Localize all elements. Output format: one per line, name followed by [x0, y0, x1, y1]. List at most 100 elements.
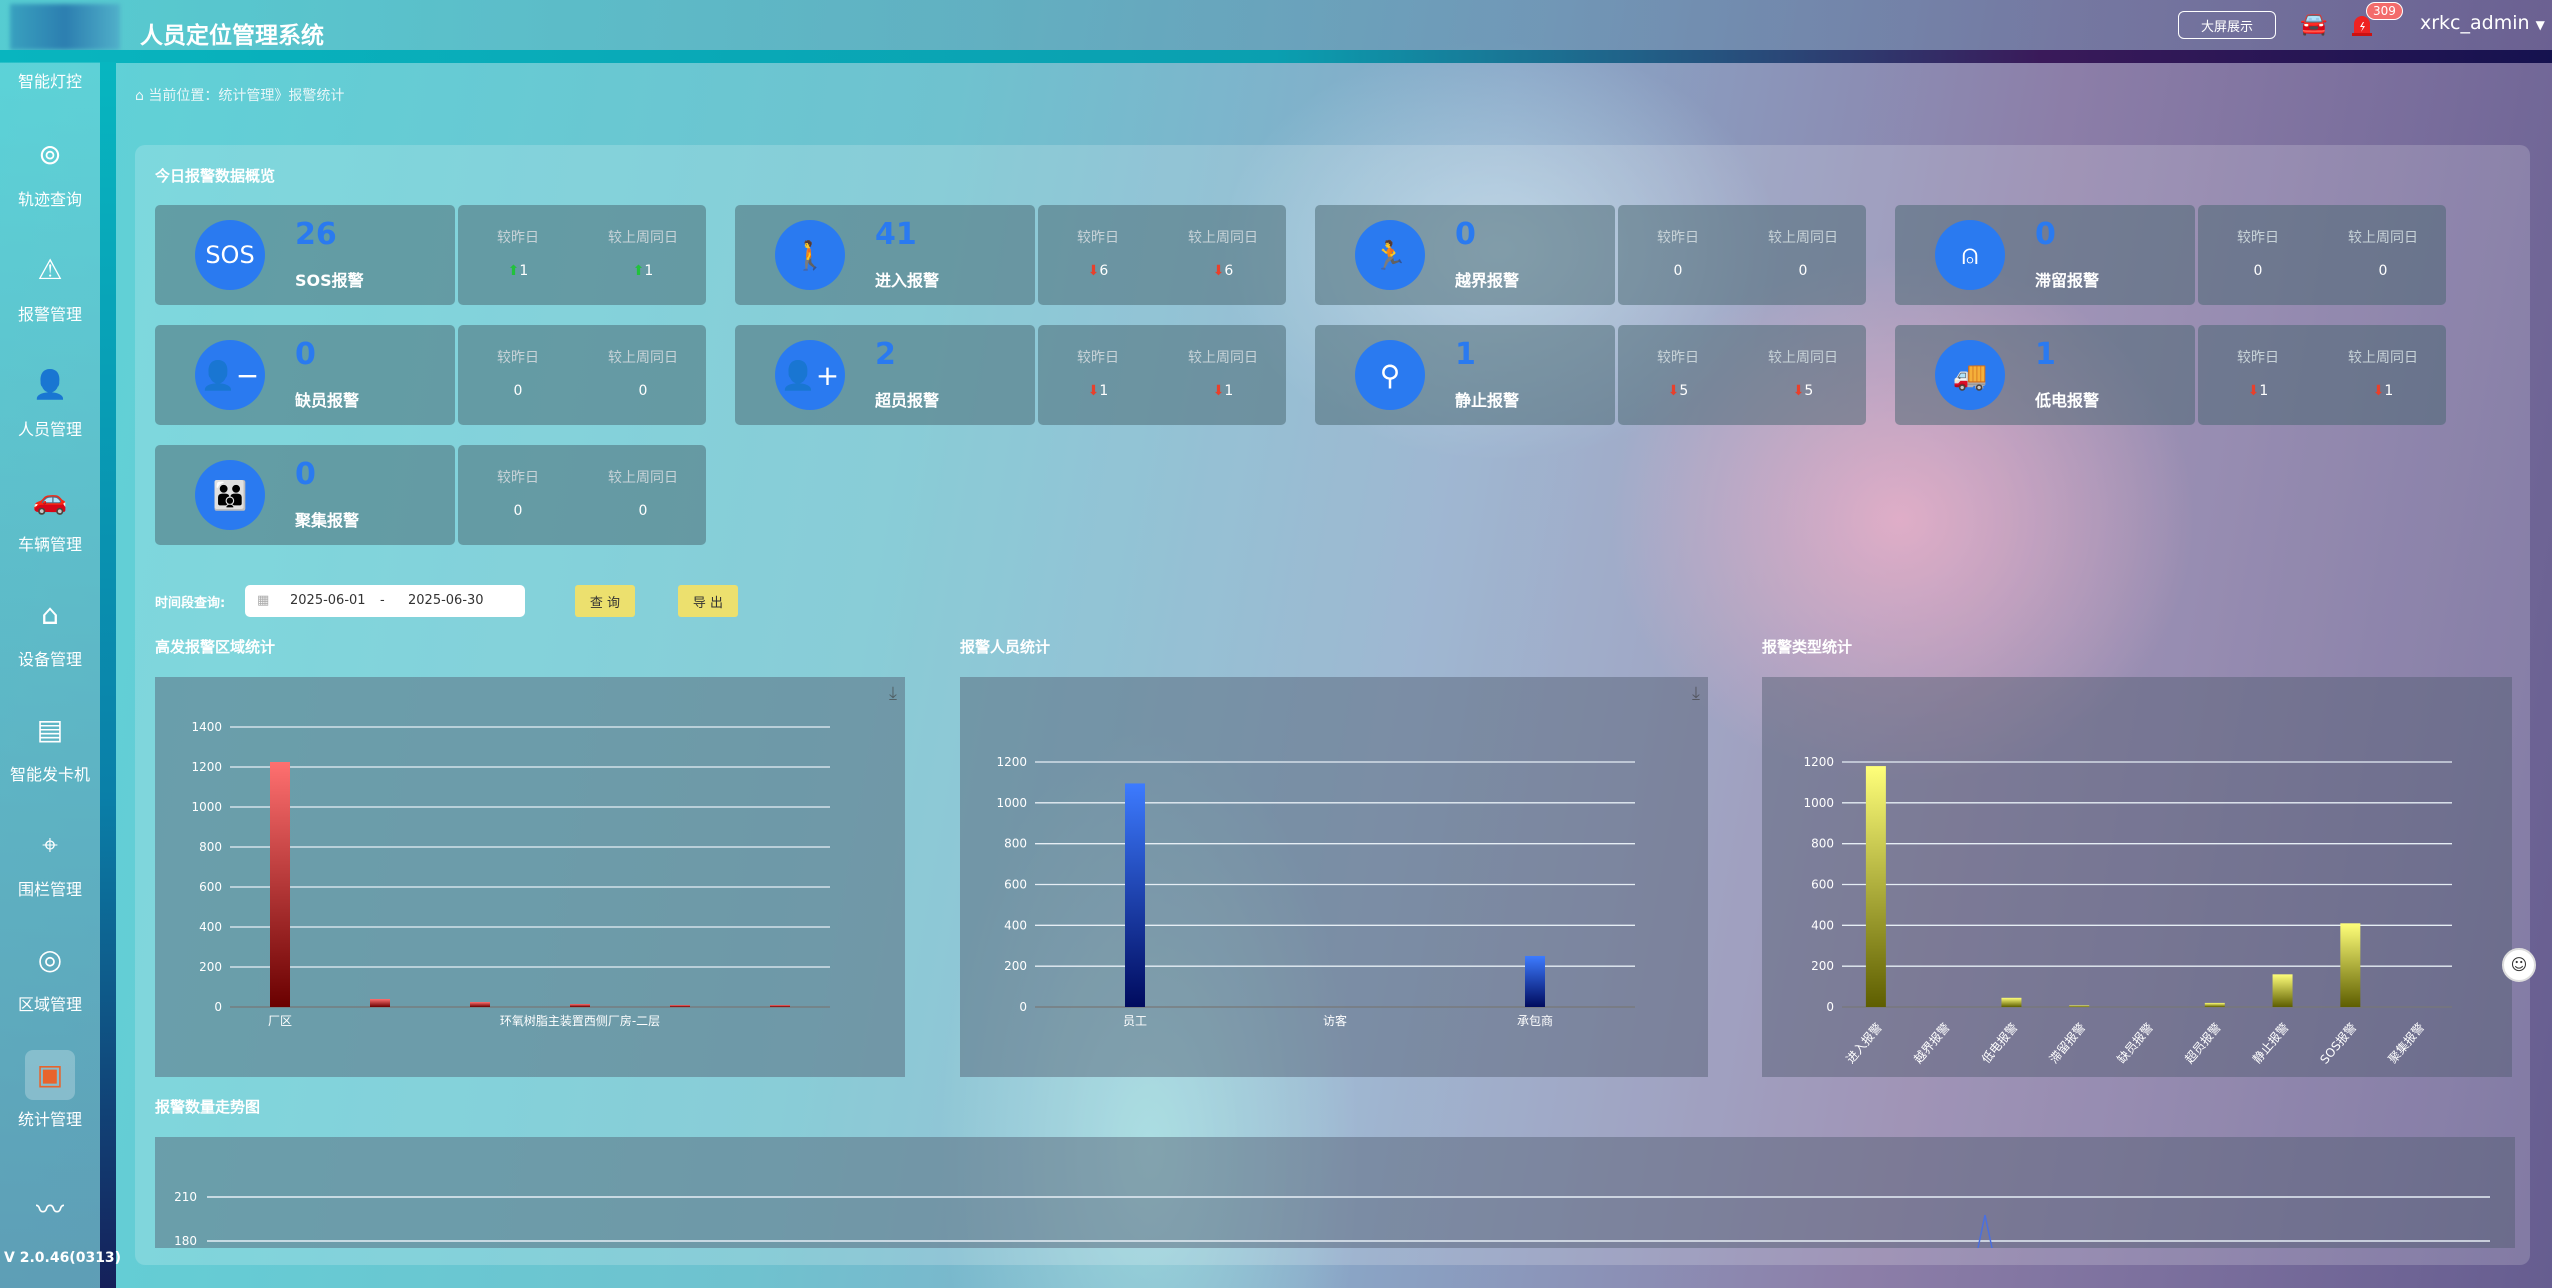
- bar[interactable]: [2001, 997, 2022, 1007]
- alarm-compare: 较昨日 较上周同日 0 0: [458, 325, 706, 425]
- download-icon[interactable]: ⤓: [889, 683, 897, 704]
- y-tick-label: 200: [199, 960, 222, 974]
- sidebar-item-2[interactable]: ⚠ 报警管理: [0, 245, 100, 325]
- alarm-label: SOS报警: [295, 271, 364, 290]
- sidebar-item-label: 围栏管理: [17, 880, 82, 899]
- compare-day-value: 0: [1618, 263, 1738, 279]
- sidebar-item-label: 统计管理: [17, 1110, 82, 1129]
- compare-day-value: ⬇1: [2247, 383, 2269, 399]
- compare-week-value: ⬇1: [1212, 383, 1234, 399]
- start-date[interactable]: 2025-06-01: [290, 593, 366, 608]
- bar[interactable]: [470, 1002, 490, 1007]
- end-date[interactable]: 2025-06-30: [408, 593, 484, 608]
- bar[interactable]: [270, 762, 290, 1007]
- alarm-compare: 较昨日 较上周同日 0 0: [458, 445, 706, 545]
- bar[interactable]: [570, 1004, 590, 1007]
- bar[interactable]: [1865, 766, 1886, 1007]
- y-tick-label: 600: [199, 880, 222, 894]
- sidebar-item-inspection[interactable]: 〰: [0, 1185, 100, 1241]
- device-icon: ⌂: [41, 598, 59, 631]
- bar[interactable]: [1125, 783, 1145, 1007]
- bar[interactable]: [2204, 1002, 2225, 1007]
- bar[interactable]: [2069, 1005, 2090, 1007]
- y-tick-label: 0: [1826, 1000, 1834, 1014]
- sidebar-item-7[interactable]: ⌖ 围栏管理: [0, 820, 100, 900]
- big-screen-button[interactable]: 大屏展示: [2178, 11, 2276, 39]
- week-delta: 0: [638, 383, 648, 399]
- alarm-count: 41: [875, 217, 917, 252]
- assistant-avatar[interactable]: ☺: [2502, 948, 2536, 982]
- compare-week-value: 0: [583, 503, 703, 519]
- week-delta: 6: [1224, 263, 1234, 279]
- compare-day-label: 较昨日: [1077, 350, 1119, 366]
- alarm-label: 聚集报警: [295, 511, 360, 530]
- y-tick-label: 1200: [1803, 755, 1834, 769]
- compare-week-label: 较上周同日: [2348, 230, 2418, 246]
- compare-week-label: 较上周同日: [1768, 350, 1838, 366]
- sidebar-item-0[interactable]: 智能灯控: [0, 68, 100, 92]
- sidebar-item-4[interactable]: 🚗 车辆管理: [0, 475, 100, 555]
- compare-day-label: 较昨日: [2237, 350, 2279, 366]
- alarm-label: 静止报警: [1455, 391, 1520, 410]
- bar[interactable]: [2340, 923, 2361, 1007]
- y-tick-label: 800: [199, 840, 222, 854]
- day-delta: 0: [513, 503, 523, 519]
- alarm-card: 👤+ 2 超员报警 较昨日 较上周同日 ⬇1 ⬇1: [735, 325, 1286, 425]
- date-range-picker[interactable]: ▦ 2025-06-01 - 2025-06-30: [245, 585, 525, 617]
- compare-week-label: 较上周同日: [1768, 230, 1838, 246]
- sidebar-item-9[interactable]: ▣ 统计管理: [0, 1050, 100, 1130]
- compare-week-value: ⬇6: [1212, 263, 1234, 279]
- export-button[interactable]: 导 出: [678, 585, 738, 617]
- alarm-card-main: SOS 26 SOS报警: [155, 205, 455, 305]
- y-tick-label: 600: [1004, 878, 1027, 892]
- bar[interactable]: [670, 1005, 690, 1007]
- sidebar-item-8[interactable]: ◎ 区域管理: [0, 935, 100, 1015]
- y-tick-label: 180: [174, 1234, 197, 1248]
- alarm-card-main: ⍝ 0 滞留报警: [1895, 205, 2195, 305]
- alarm-label: 缺员报警: [295, 391, 360, 410]
- alarm-card: SOS 26 SOS报警 较昨日 较上周同日 ⬆1 ⬆1: [155, 205, 706, 305]
- x-tick-label: 承包商: [1517, 1013, 1553, 1028]
- query-button[interactable]: 查 询: [575, 585, 635, 617]
- date-separator: -: [380, 593, 385, 608]
- sidebar-item-1[interactable]: ⊚ 轨迹查询: [0, 130, 100, 210]
- week-delta: 5: [1804, 383, 1814, 399]
- alarm-compare: 较昨日 较上周同日 0 0: [1618, 205, 1866, 305]
- breadcrumb-path[interactable]: 统计管理》报警统计: [218, 88, 345, 104]
- sidebar-item-label: 报警管理: [17, 305, 82, 324]
- alarm-compare: 较昨日 较上周同日 ⬇6 ⬇6: [1038, 205, 1286, 305]
- y-tick-label: 0: [214, 1000, 222, 1014]
- compare-day-label: 较昨日: [2237, 230, 2279, 246]
- user-menu[interactable]: xrkc_admin ▼: [2420, 12, 2545, 34]
- bar[interactable]: [1525, 955, 1545, 1007]
- y-tick-label: 200: [1004, 959, 1027, 973]
- week-delta: 0: [1798, 263, 1808, 279]
- sos-icon: SOS: [195, 220, 265, 290]
- compare-day-label: 较昨日: [1657, 350, 1699, 366]
- compare-week-label: 较上周同日: [608, 470, 678, 486]
- y-tick-label: 1200: [996, 755, 1027, 769]
- vehicle-icon[interactable]: 🚘: [2300, 12, 2328, 37]
- bar[interactable]: [2272, 974, 2293, 1007]
- bar[interactable]: [370, 999, 390, 1007]
- alarm-card-main: 👤+ 2 超员报警: [735, 325, 1035, 425]
- alarm-count: 0: [2035, 217, 2056, 252]
- day-delta: 1: [1099, 383, 1109, 399]
- sidebar-item-5[interactable]: ⌂ 设备管理: [0, 590, 100, 670]
- compare-day-value: 0: [2198, 263, 2318, 279]
- bar[interactable]: [770, 1005, 790, 1007]
- sidebar-item-3[interactable]: 👤 人员管理: [0, 360, 100, 440]
- x-tick-label: 聚集报警: [2385, 1020, 2427, 1066]
- day-delta: 1: [519, 263, 529, 279]
- trend-line-chart: 180 210: [155, 1137, 2515, 1248]
- sidebar-item-label: 智能发卡机: [9, 765, 90, 784]
- sidebar: [0, 62, 100, 1288]
- alarm-compare: 较昨日 较上周同日 ⬆1 ⬆1: [458, 205, 706, 305]
- alarm-compare: 较昨日 较上周同日 ⬇1 ⬇1: [1038, 325, 1286, 425]
- sidebar-item-6[interactable]: ▤ 智能发卡机: [0, 705, 100, 785]
- alarm-card-main: 🏃 0 越界报警: [1315, 205, 1615, 305]
- y-tick-label: 200: [1811, 959, 1834, 973]
- download-icon[interactable]: ⤓: [1692, 683, 1700, 704]
- alarm-card-main: 🚚 1 低电报警: [1895, 325, 2195, 425]
- alarm-light-icon[interactable]: [2350, 10, 2374, 36]
